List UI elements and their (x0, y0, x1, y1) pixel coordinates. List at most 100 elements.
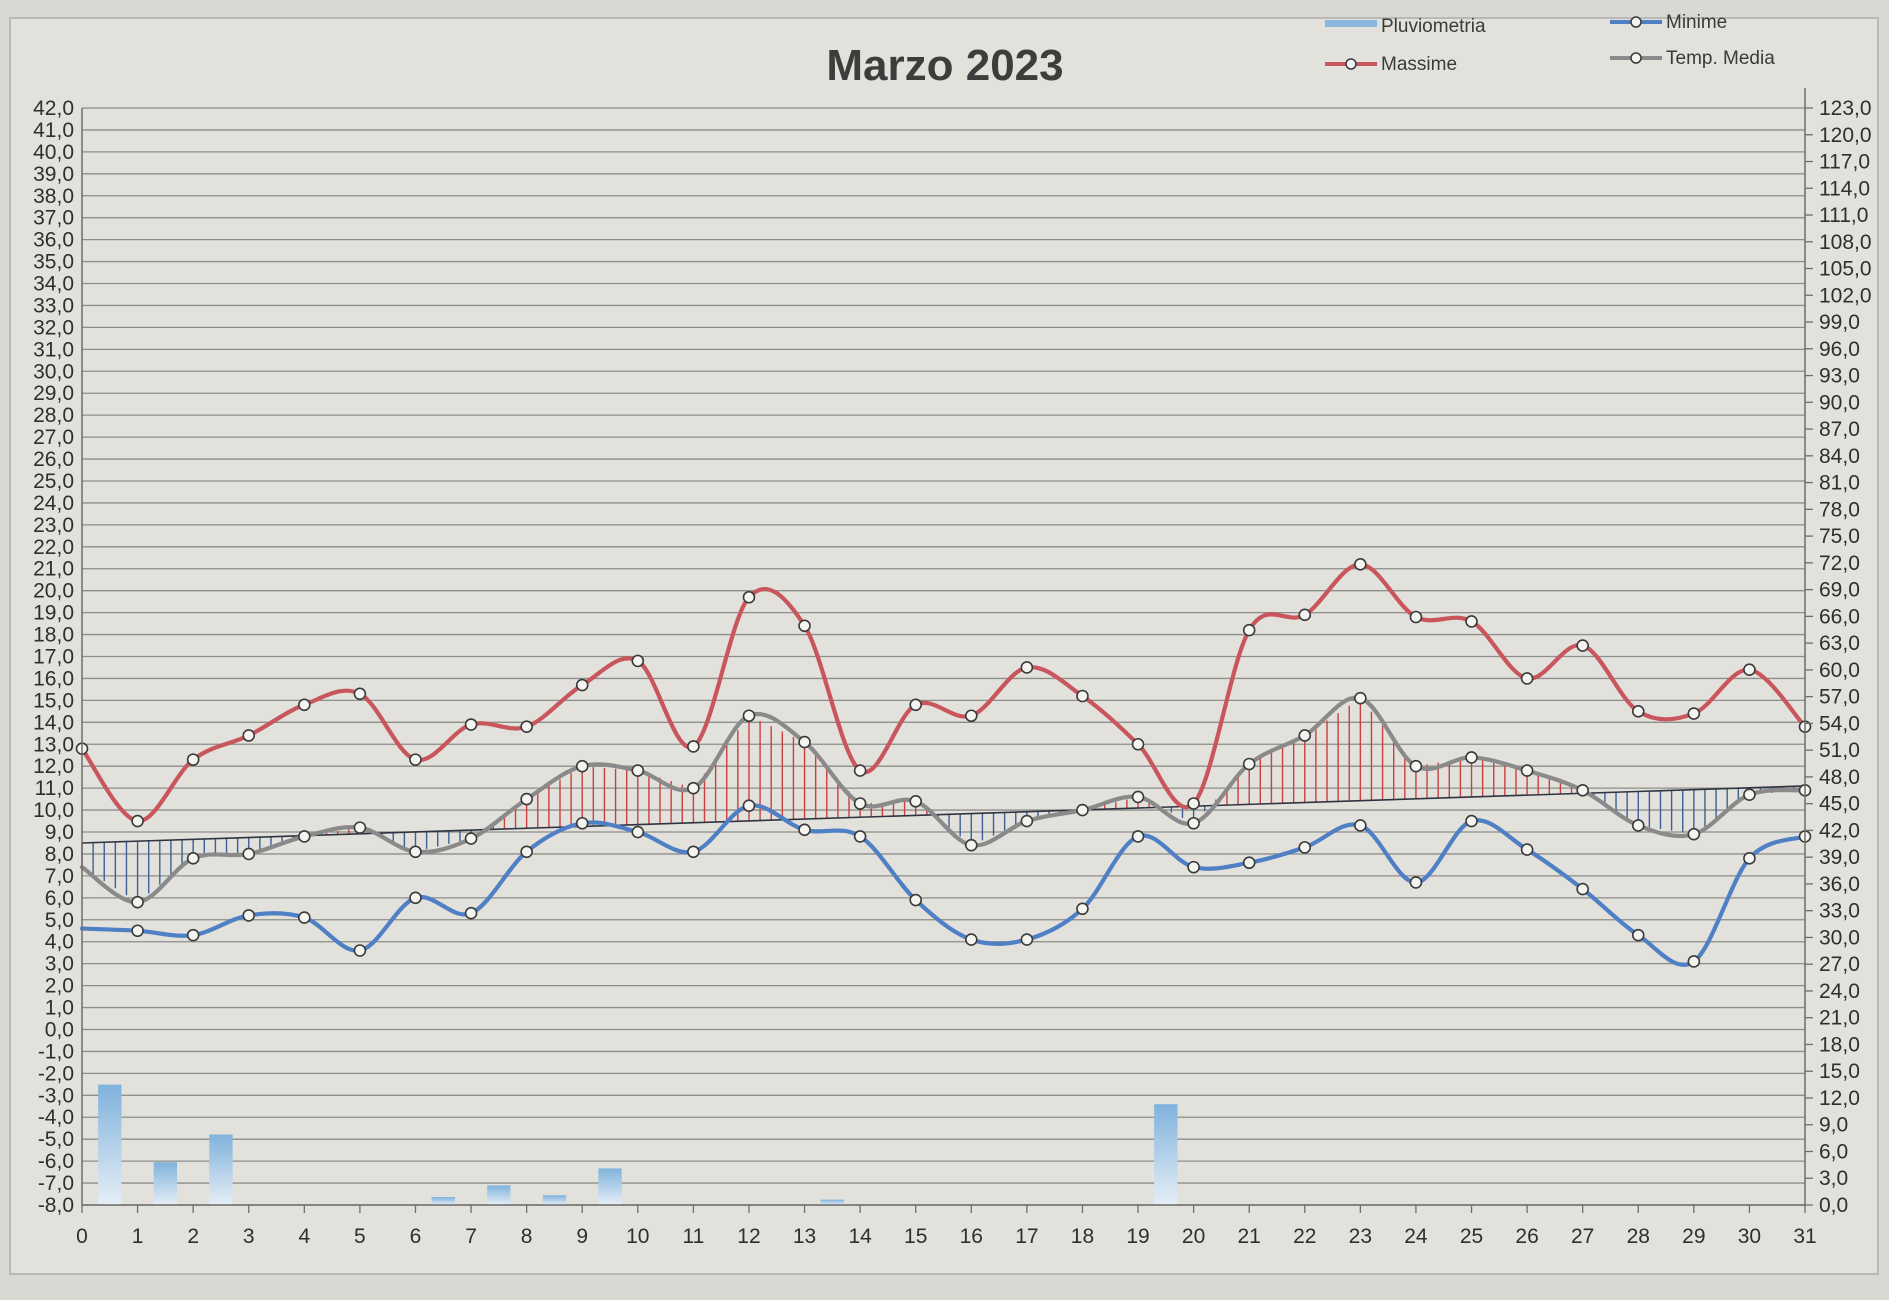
temp-media-line (79, 695, 1808, 905)
y-right-tick-label: 60,0 (1819, 659, 1860, 682)
y-right-tick-label: 18,0 (1819, 1033, 1860, 1056)
minime-point (575, 816, 589, 830)
minime-point (186, 928, 200, 942)
x-tick-label: 30 (1738, 1225, 1761, 1248)
massime-point (575, 678, 589, 692)
massime-point (1187, 797, 1200, 810)
chart-title: Marzo 2023 (826, 41, 1063, 90)
y-right-tick-label: 75,0 (1819, 525, 1860, 548)
legend-label-massime: Massime (1381, 54, 1457, 75)
legend: Pluviometria Minime Massime Temp. Media (1325, 12, 1775, 75)
y-right-tick-label: 6,0 (1819, 1140, 1848, 1163)
pluviometria-bar (820, 1199, 845, 1205)
y-left-tick-label: 9,0 (45, 821, 74, 844)
y-right-tick-label: 87,0 (1819, 418, 1860, 441)
y-left-tick-label: 24,0 (33, 492, 74, 515)
y-left-tick-label: 15,0 (33, 689, 74, 712)
y-right-tick-label: 0,0 (1819, 1194, 1848, 1217)
massime-point (798, 619, 811, 633)
y-right-tick-label: 123,0 (1819, 97, 1872, 120)
y-left-tick-label: 26,0 (33, 448, 74, 471)
y-left-tick-label: 35,0 (33, 251, 74, 274)
temp-media-point (520, 792, 533, 806)
y-right-tick-label: 90,0 (1819, 391, 1860, 414)
y-right-tick-label: 3,0 (1819, 1167, 1848, 1190)
y-left-tick-label: 28,0 (33, 404, 74, 427)
massime-point (1743, 663, 1756, 676)
massime-point (1576, 639, 1589, 652)
trend-line-layer (81, 785, 1806, 844)
massime-point (909, 698, 923, 712)
temp-media-point (1631, 819, 1645, 832)
minime-point (1465, 814, 1478, 828)
y-right-tick-label: 45,0 (1819, 793, 1860, 816)
minime-point (909, 893, 923, 907)
y-right-tick-label: 63,0 (1819, 632, 1860, 655)
temp-media-point (1131, 790, 1145, 804)
y-left-tick-label: 27,0 (33, 426, 74, 449)
temp-media-point (1020, 814, 1034, 828)
minime-point (687, 845, 700, 859)
x-tick-label: 2 (187, 1225, 199, 1248)
minime-point (409, 891, 422, 905)
y-left-tick-label: 2,0 (45, 975, 74, 998)
y-left-tick-label: 38,0 (33, 185, 74, 208)
y-right-tick-label: 39,0 (1819, 846, 1860, 869)
x-tick-label: 17 (1015, 1225, 1038, 1248)
minime-point (1354, 819, 1367, 832)
y-right-tick-label: 12,0 (1819, 1087, 1860, 1110)
temp-media-point (1187, 816, 1200, 830)
massime-point (853, 764, 867, 777)
y-left-tick-label: 34,0 (33, 273, 74, 296)
trend-line (81, 785, 1806, 844)
y-right-tick-label: 36,0 (1819, 873, 1860, 896)
x-tick-label: 19 (1126, 1225, 1149, 1248)
minime-point (1743, 852, 1756, 865)
temp-media-point (798, 735, 811, 749)
y-right-tick-label: 21,0 (1819, 1007, 1860, 1030)
x-tick-label: 20 (1182, 1225, 1205, 1248)
massime-point (242, 729, 256, 742)
massime-point (1131, 737, 1145, 751)
y-right-tick-label: 33,0 (1819, 900, 1860, 923)
minime-point (964, 933, 978, 946)
x-tick-label: 12 (737, 1225, 760, 1248)
y-left-tick-label: 1,0 (45, 997, 74, 1020)
y-right-tick-label: 69,0 (1819, 579, 1860, 602)
x-tick-label: 16 (960, 1225, 983, 1248)
minime-point (1409, 876, 1423, 889)
y-right-tick-label: 96,0 (1819, 338, 1860, 361)
minime-point (1520, 843, 1534, 856)
massime-point (1409, 610, 1423, 624)
y-right-tick-label: 84,0 (1819, 445, 1860, 468)
minime-point (1631, 928, 1645, 942)
y-left-tick-label: -7,0 (38, 1172, 74, 1195)
massime-point (1242, 623, 1256, 637)
massime-point (631, 654, 645, 668)
y-left-tick-label: 40,0 (33, 141, 74, 164)
y-left-tick-label: 17,0 (33, 646, 74, 669)
massime-point (1076, 689, 1089, 703)
x-tick-label: 14 (848, 1225, 872, 1248)
minime-point (1687, 955, 1701, 968)
x-tick-label: 7 (465, 1225, 477, 1248)
temp-media-point (298, 830, 311, 843)
temp-media-point (909, 795, 923, 808)
temp-media-point (1076, 803, 1089, 817)
y-left-tick-label: 42,0 (33, 97, 74, 120)
pluviometria-bar (542, 1195, 567, 1205)
y-left-tick-label: -3,0 (38, 1084, 74, 1107)
temp-media-point (1354, 691, 1367, 705)
x-tick-label: 8 (521, 1225, 533, 1248)
legend-marker-minime (1630, 16, 1642, 28)
y-left-tick-label: -2,0 (38, 1062, 74, 1085)
x-tick-label: 1 (132, 1225, 144, 1248)
y-left-tick-label: 29,0 (33, 382, 74, 405)
series-layer (75, 558, 1812, 968)
y-left-tick-label: 4,0 (45, 931, 74, 954)
massime-point (298, 698, 311, 712)
x-tick-label: 4 (298, 1225, 310, 1248)
massime-point (409, 753, 422, 766)
y-left-tick-label: 14,0 (33, 711, 74, 734)
massime-point (687, 740, 700, 753)
